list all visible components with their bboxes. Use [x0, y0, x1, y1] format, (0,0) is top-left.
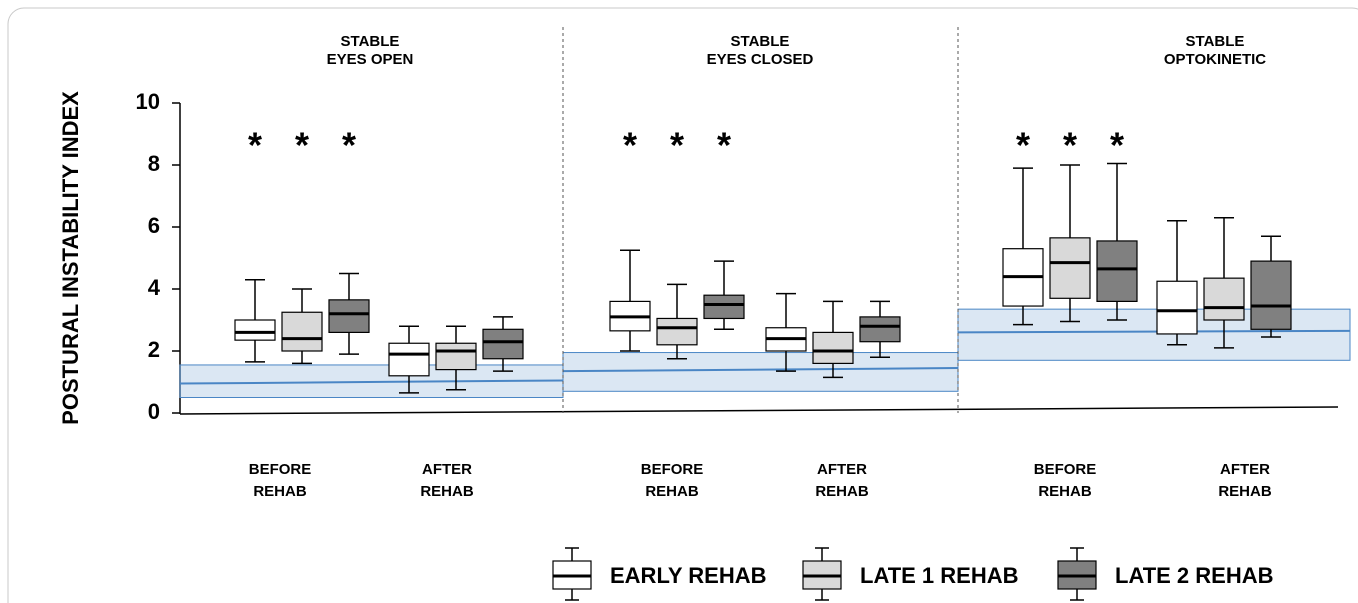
legend-label: LATE 2 REHAB [1115, 563, 1274, 588]
x-tick-label: AFTER [1220, 461, 1270, 478]
significance-star: * [670, 125, 684, 166]
box [812, 331, 854, 364]
reference-line [957, 329, 1351, 334]
box [656, 317, 698, 346]
y-tick-label: 0 [148, 399, 160, 424]
y-tick-label: 10 [136, 89, 160, 114]
y-tick-label: 6 [148, 213, 160, 238]
reference-line [179, 379, 564, 385]
x-axis [179, 406, 1339, 415]
x-tick-label: REHAB [420, 483, 474, 500]
x-tick-label: AFTER [422, 461, 472, 478]
x-tick-label: BEFORE [1034, 461, 1097, 478]
x-tick-label: REHAB [1218, 483, 1272, 500]
y-axis-label: POSTURAL INSTABILITY INDEX [58, 91, 83, 425]
legend-label: LATE 1 REHAB [860, 563, 1019, 588]
significance-star: * [295, 125, 309, 166]
panel-title: STABLE [341, 33, 400, 50]
y-tick-label: 4 [148, 275, 161, 300]
box [1049, 237, 1091, 299]
box [435, 342, 477, 371]
x-tick-label: AFTER [817, 461, 867, 478]
significance-star: * [1063, 125, 1077, 166]
y-tick-label: 2 [148, 337, 160, 362]
panel-title: EYES CLOSED [707, 51, 814, 68]
box [328, 299, 370, 334]
panel-title: STABLE [1186, 33, 1245, 50]
box [1203, 277, 1245, 321]
legend-label: EARLY REHAB [610, 563, 766, 588]
box [1156, 280, 1198, 335]
significance-star: * [1016, 125, 1030, 166]
panel-title: EYES OPEN [327, 51, 414, 68]
panel-title: STABLE [731, 33, 790, 50]
x-tick-label: BEFORE [641, 461, 704, 478]
frame [7, 7, 1358, 603]
x-tick-label: BEFORE [249, 461, 312, 478]
x-tick-label: REHAB [1038, 483, 1092, 500]
significance-star: * [623, 125, 637, 166]
box [234, 319, 276, 341]
reference-line [562, 367, 959, 373]
box [703, 294, 745, 320]
box [859, 316, 901, 343]
box [482, 328, 524, 360]
significance-star: * [342, 125, 356, 166]
panel-title: OPTOKINETIC [1164, 51, 1266, 68]
box [1250, 260, 1292, 330]
x-tick-label: REHAB [645, 483, 699, 500]
significance-star: * [717, 125, 731, 166]
reference-band [562, 352, 959, 392]
significance-star: * [248, 125, 262, 166]
x-tick-label: REHAB [815, 483, 869, 500]
significance-star: * [1110, 125, 1124, 166]
box [388, 342, 430, 377]
box [281, 311, 323, 352]
x-tick-label: REHAB [253, 483, 307, 500]
box [1096, 240, 1138, 302]
y-tick-label: 8 [148, 151, 160, 176]
